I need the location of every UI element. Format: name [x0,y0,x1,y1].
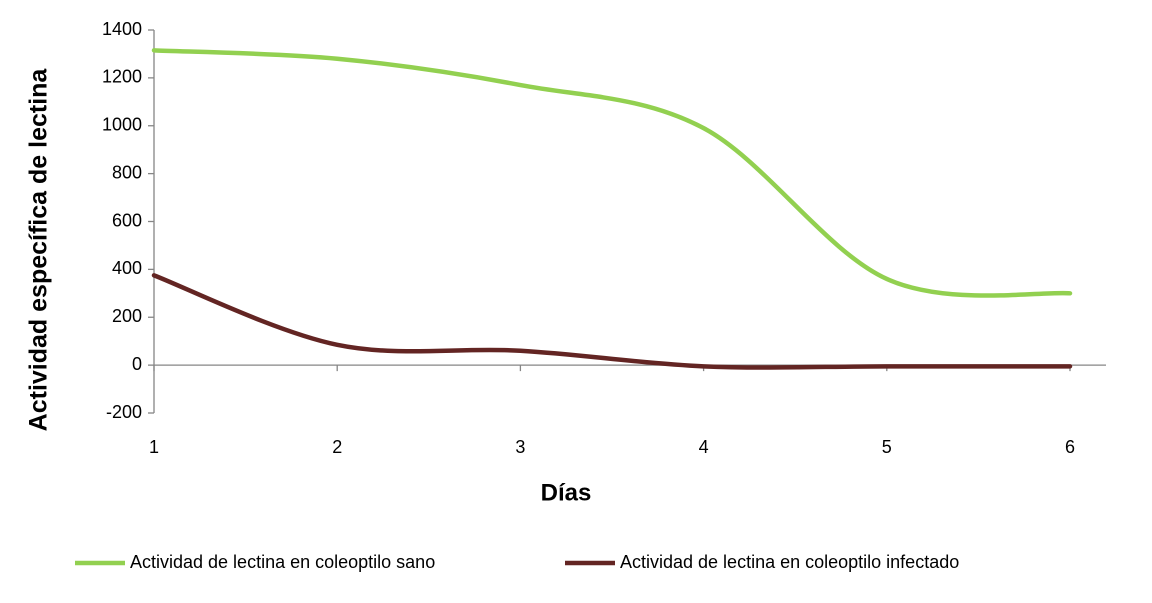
x-tick-label: 6 [1065,437,1075,457]
y-tick-label: 200 [112,306,142,326]
y-tick-label: 1200 [102,67,142,87]
series-line [151,273,1073,370]
legend-label: Actividad de lectina en coleoptilo infec… [620,552,959,572]
y-tick-label: 600 [112,210,142,230]
x-tick-label: 2 [332,437,342,457]
x-tick-label: 1 [149,437,159,457]
series-line [151,48,1073,298]
y-tick-label: 400 [112,258,142,278]
y-tick-label: 1400 [102,19,142,39]
y-axis-title: Actividad específica de lectina [25,68,53,432]
y-tick-label: 800 [112,162,142,182]
x-tick-label: 4 [699,437,709,457]
x-tick-label: 5 [882,437,892,457]
y-tick-label: -200 [106,402,142,422]
x-axis-title: Días [541,479,592,506]
y-tick-label: 0 [132,354,142,374]
legend-label: Actividad de lectina en coleoptilo sano [130,552,435,572]
x-tick-label: 3 [515,437,525,457]
y-tick-label: 1000 [102,115,142,135]
